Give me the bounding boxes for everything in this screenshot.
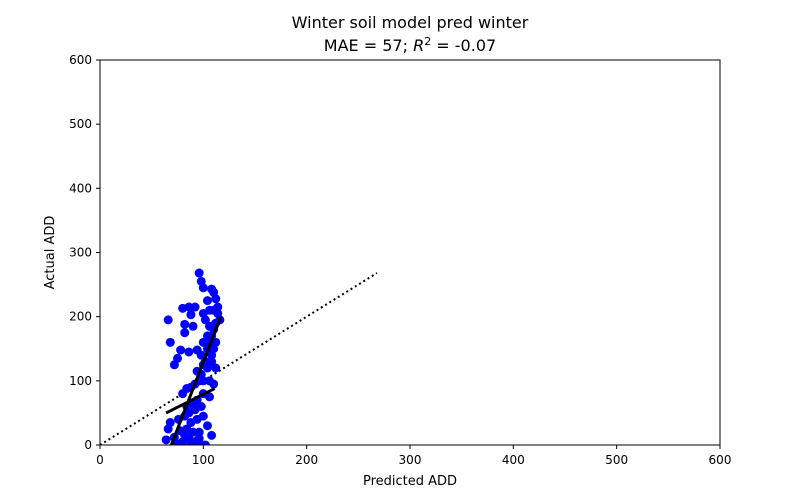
data-point <box>202 331 212 341</box>
y-tick-label: 0 <box>84 438 92 452</box>
data-point <box>200 315 210 325</box>
identity-line <box>100 272 378 445</box>
data-point <box>198 337 208 347</box>
data-point <box>200 440 210 445</box>
data-point <box>194 427 204 437</box>
data-point <box>205 376 215 386</box>
data-point <box>180 430 190 440</box>
identity-line-layer <box>100 272 378 445</box>
data-point <box>178 389 188 399</box>
y-axis-ticks: 0 100 200 300 400 500 600 <box>69 53 100 452</box>
data-point <box>211 337 221 347</box>
y-tick-label: 100 <box>69 374 92 388</box>
fit-lines-layer <box>165 316 223 445</box>
y-tick-label: 400 <box>69 181 92 195</box>
x-tick-label: 600 <box>709 453 732 467</box>
data-point <box>163 315 173 325</box>
data-point <box>205 321 215 331</box>
chart-title: Winter soil model pred winter <box>292 13 529 32</box>
data-point <box>186 440 196 445</box>
fit-line <box>165 387 216 415</box>
data-point <box>165 337 175 347</box>
data-point <box>188 427 198 437</box>
data-point <box>180 328 190 338</box>
data-point <box>207 430 217 440</box>
y-tick-label: 300 <box>69 246 92 260</box>
data-point <box>176 345 186 355</box>
x-axis-label: Predicted ADD <box>363 474 457 489</box>
data-point <box>190 302 200 312</box>
data-point <box>211 294 221 304</box>
data-point <box>180 319 190 329</box>
data-point <box>188 321 198 331</box>
y-tick-label: 500 <box>69 117 92 131</box>
x-tick-label: 300 <box>399 453 422 467</box>
x-tick-label: 200 <box>295 453 318 467</box>
data-point <box>165 418 175 428</box>
x-tick-label: 500 <box>605 453 628 467</box>
data-point <box>202 421 212 431</box>
data-point <box>211 363 221 373</box>
data-point <box>205 392 215 402</box>
data-point <box>173 353 182 363</box>
data-point <box>213 302 223 312</box>
x-tick-label: 400 <box>502 453 525 467</box>
data-point <box>207 357 217 367</box>
data-point <box>198 411 208 421</box>
data-points-layer <box>161 268 225 445</box>
data-point <box>202 296 212 306</box>
data-point <box>198 376 208 386</box>
data-point <box>184 347 194 357</box>
y-tick-label: 200 <box>69 310 92 324</box>
fit-line <box>169 316 223 445</box>
data-point <box>161 435 171 445</box>
data-point <box>194 268 204 278</box>
chart-subtitle: MAE = 57; R2 = -0.07 <box>324 35 496 56</box>
y-tick-label: 600 <box>69 53 92 67</box>
data-point <box>184 302 194 312</box>
x-axis-ticks: 0 100 200 300 400 500 600 <box>96 445 731 467</box>
y-axis-label: Actual ADD <box>43 216 58 290</box>
x-tick-label: 0 <box>96 453 104 467</box>
x-tick-label: 100 <box>192 453 215 467</box>
data-point <box>194 434 204 444</box>
data-point <box>186 310 196 320</box>
data-point <box>196 350 206 360</box>
data-point <box>198 283 208 293</box>
